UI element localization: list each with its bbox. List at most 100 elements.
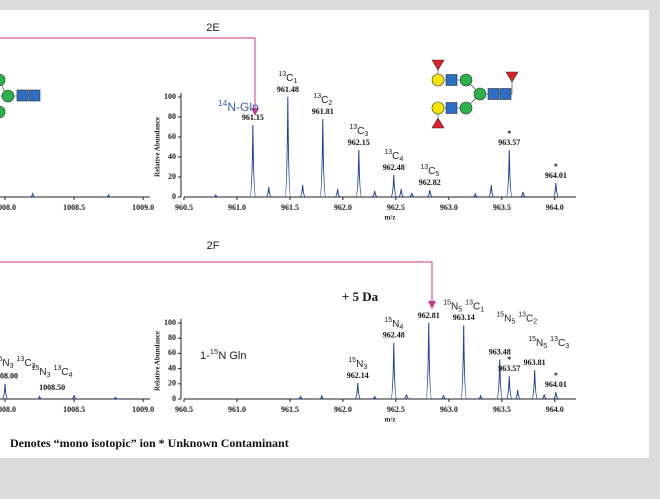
isotope-label: 15N513C3 bbox=[528, 336, 569, 350]
label-part: 1 bbox=[480, 306, 484, 313]
x-tick-label: 960.5 bbox=[175, 405, 193, 414]
label-part: 13 bbox=[384, 149, 392, 156]
label-part: 3 bbox=[47, 372, 51, 379]
x-tick-label: 964.0 bbox=[546, 203, 564, 212]
label-part: 13 bbox=[278, 71, 286, 78]
peak bbox=[371, 395, 378, 400]
y-tick-label: 80 bbox=[168, 112, 176, 121]
y-tick-label: 60 bbox=[168, 348, 176, 357]
label-part: 15 bbox=[443, 299, 451, 306]
peak bbox=[425, 322, 433, 400]
label-part: C bbox=[392, 151, 399, 162]
label-part: 15 bbox=[32, 365, 40, 372]
label-part: 4 bbox=[69, 372, 73, 379]
label-part: N bbox=[39, 367, 46, 378]
peak bbox=[398, 188, 405, 198]
label-part: 15 bbox=[528, 336, 536, 343]
x-tick-label: 1009.0 bbox=[132, 405, 154, 414]
peak bbox=[514, 389, 521, 400]
connector bbox=[0, 261, 433, 303]
x-tick-label: 963.5 bbox=[493, 405, 511, 414]
peak bbox=[318, 393, 325, 400]
sample-label: 14N-Gln bbox=[218, 98, 259, 114]
label-part: 3 bbox=[32, 363, 36, 370]
label-part: N bbox=[451, 301, 458, 312]
contaminant-mark: * bbox=[507, 129, 511, 138]
x-axis-label: m/z bbox=[385, 214, 396, 222]
footer: Denotes “mono isotopic” ion * Unknown Co… bbox=[10, 436, 289, 450]
peak-label: 961.81 bbox=[312, 107, 334, 116]
x-axis-label: m/z bbox=[385, 416, 396, 424]
label-part: C bbox=[286, 73, 293, 84]
peak bbox=[265, 186, 272, 198]
label-part: C bbox=[357, 126, 364, 137]
peak-label: 963.57 bbox=[498, 138, 520, 147]
label-part: 3 bbox=[364, 131, 368, 138]
x-tick-label: 963.0 bbox=[440, 405, 458, 414]
x-tick-label: 961.5 bbox=[281, 405, 299, 414]
label-part: C bbox=[473, 301, 480, 312]
peak bbox=[297, 395, 304, 400]
label-part: 15 bbox=[0, 356, 2, 363]
label-part: 1- bbox=[200, 350, 210, 362]
label-part: 5 bbox=[435, 171, 439, 178]
peak-label: 964.01 bbox=[545, 171, 567, 180]
connector bbox=[0, 37, 256, 110]
isotope-label: 15N513C2 bbox=[496, 311, 537, 325]
peak-label: 961.48 bbox=[277, 85, 299, 94]
y-axis-label: Relative Abundance bbox=[154, 331, 162, 391]
peak bbox=[552, 182, 560, 198]
peak bbox=[440, 395, 447, 400]
peak bbox=[390, 174, 398, 198]
peak bbox=[249, 124, 257, 198]
peak bbox=[105, 193, 112, 198]
y-tick-label: 20 bbox=[168, 379, 176, 388]
x-tick-label: 963.0 bbox=[440, 203, 458, 212]
peak bbox=[390, 342, 398, 400]
isotope-label: 13C4 bbox=[384, 149, 403, 163]
peak bbox=[541, 394, 548, 400]
peak-label: 962.81 bbox=[418, 311, 440, 320]
label-part: 13 bbox=[518, 311, 526, 318]
peak-label: 961.15 bbox=[242, 113, 264, 122]
peak-label: 962.14 bbox=[347, 371, 369, 380]
y-tick-label: 100 bbox=[164, 92, 176, 101]
peak bbox=[505, 376, 513, 400]
panel-label: 2E bbox=[206, 22, 219, 34]
peak bbox=[408, 192, 415, 198]
x-tick-label: 1008.0 bbox=[0, 203, 16, 212]
isotope-label: 13C3 bbox=[349, 124, 368, 138]
x-tick-label: 1008.5 bbox=[63, 203, 85, 212]
isotope-label: 13C1 bbox=[278, 71, 297, 85]
peak bbox=[403, 394, 410, 400]
label-part: N bbox=[536, 338, 543, 349]
label-part: 15 bbox=[348, 357, 356, 364]
y-tick-label: 0 bbox=[172, 192, 176, 201]
isotope-label: 15N513C1 bbox=[443, 299, 484, 313]
peak-label: 963.81 bbox=[524, 358, 546, 367]
x-tick-label: 961.5 bbox=[281, 203, 299, 212]
isotope-label: 15N4 bbox=[384, 317, 403, 331]
label-part: 3 bbox=[363, 364, 367, 371]
label-part: 14 bbox=[218, 98, 228, 108]
peak bbox=[354, 383, 361, 400]
peak-label: 963.14 bbox=[453, 313, 475, 322]
label-part: C bbox=[558, 338, 565, 349]
glycan-icon bbox=[0, 73, 41, 119]
panel-background bbox=[0, 10, 649, 458]
peak-label: 1008.00 bbox=[0, 372, 18, 381]
label-part: 1 bbox=[293, 78, 297, 85]
peak bbox=[519, 191, 527, 198]
y-tick-label: 40 bbox=[168, 363, 176, 372]
peak bbox=[496, 359, 504, 400]
y-tick-label: 100 bbox=[164, 318, 176, 327]
x-tick-label: 1008.0 bbox=[0, 405, 16, 414]
peak bbox=[531, 370, 539, 400]
peak-label: 962.48 bbox=[383, 163, 405, 172]
y-tick-label: 60 bbox=[168, 132, 176, 141]
peak bbox=[355, 149, 363, 198]
label-part: 15 bbox=[210, 347, 219, 356]
peak-label: 964.01 bbox=[545, 380, 567, 389]
label-part: N bbox=[2, 357, 9, 368]
label-part: 4 bbox=[399, 156, 403, 163]
